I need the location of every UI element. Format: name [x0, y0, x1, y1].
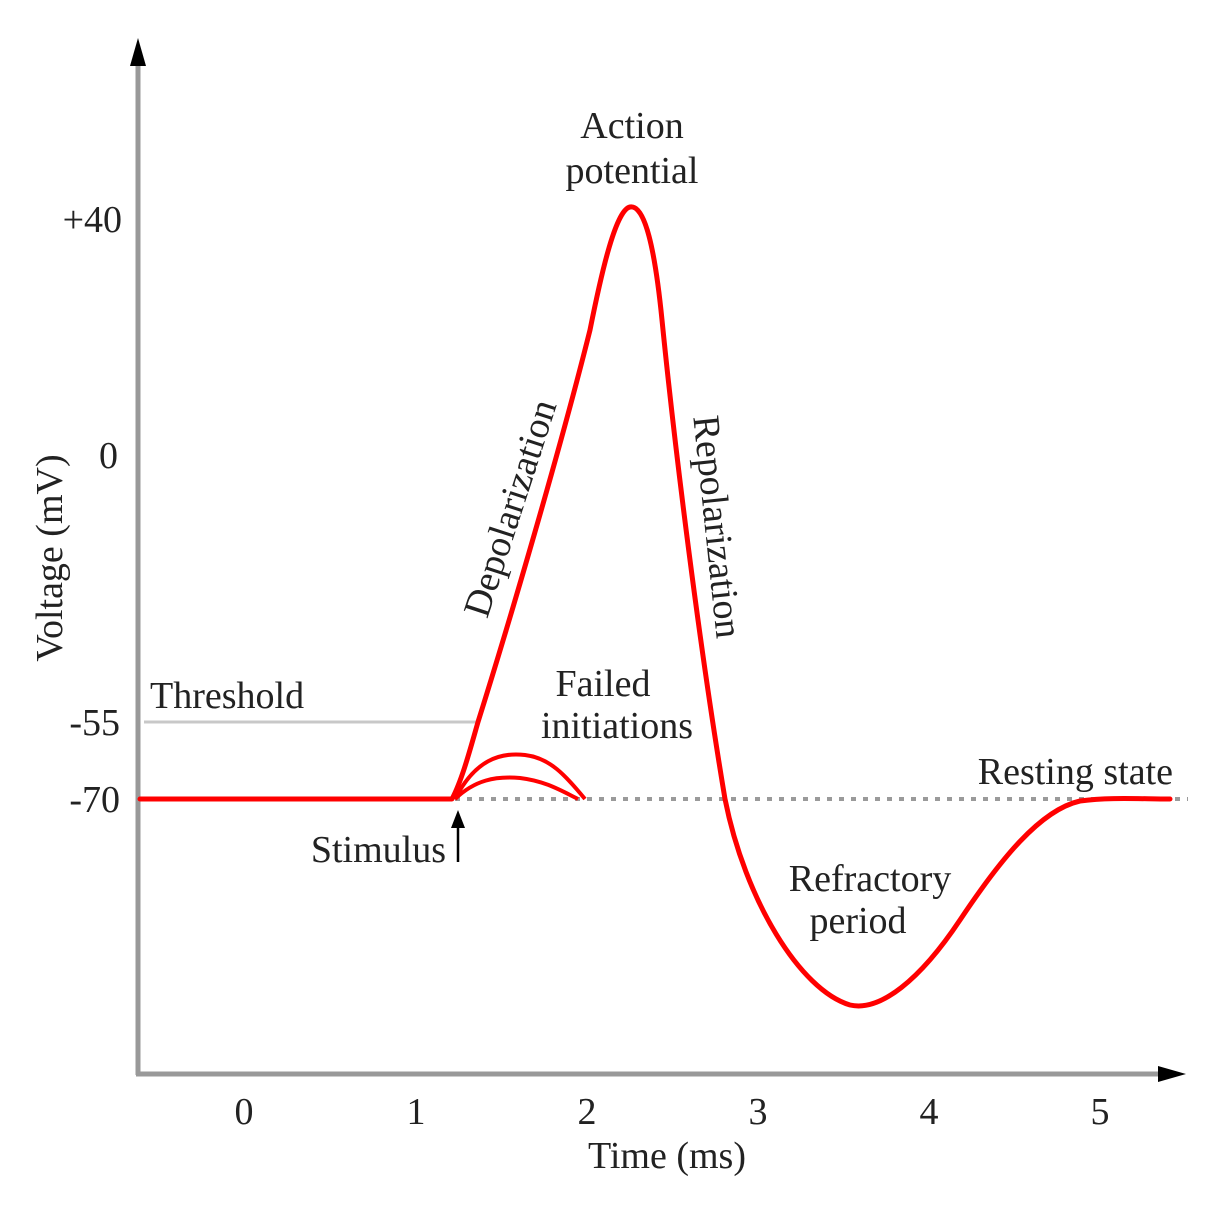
x-tick-1: 1: [407, 1091, 426, 1133]
x-tick-3: 3: [749, 1091, 768, 1133]
action-potential-label-line2: potential: [566, 150, 699, 192]
y-axis-title: Voltage (mV): [29, 454, 71, 661]
stimulus-label: Stimulus: [311, 829, 446, 871]
action-potential-curve: [137, 204, 1173, 1009]
refractory-period-label-line2: period: [809, 900, 906, 942]
axes: [130, 38, 1186, 1082]
refractory-period-label-line1: Refractory: [789, 858, 951, 900]
failed-initiation-large: [453, 752, 587, 801]
failed-initiations-label-line2: initiations: [541, 705, 693, 747]
failed-initiations-label-line1: Failed: [556, 663, 651, 705]
y-tick-p40: +40: [63, 199, 122, 241]
y-tick-m70: -70: [69, 779, 120, 821]
x-tick-5: 5: [1091, 1091, 1110, 1133]
x-axis-arrow-icon: [1158, 1066, 1186, 1082]
depolarization-label: Depolarization: [456, 394, 566, 622]
x-tick-2: 2: [578, 1091, 597, 1133]
y-tick-zero: 0: [99, 435, 118, 477]
x-axis-title: Time (ms): [588, 1135, 746, 1177]
x-tick-4: 4: [920, 1091, 939, 1133]
resting-state-label: Resting state: [978, 751, 1173, 793]
y-axis-arrow-icon: [130, 38, 146, 66]
threshold-label: Threshold: [150, 675, 304, 717]
stimulus-arrow-icon: [451, 810, 465, 862]
x-tick-0: 0: [235, 1091, 254, 1133]
failed-initiation-small: [453, 775, 579, 801]
y-tick-m55: -55: [69, 702, 120, 744]
action-potential-label-line1: Action: [580, 105, 683, 147]
